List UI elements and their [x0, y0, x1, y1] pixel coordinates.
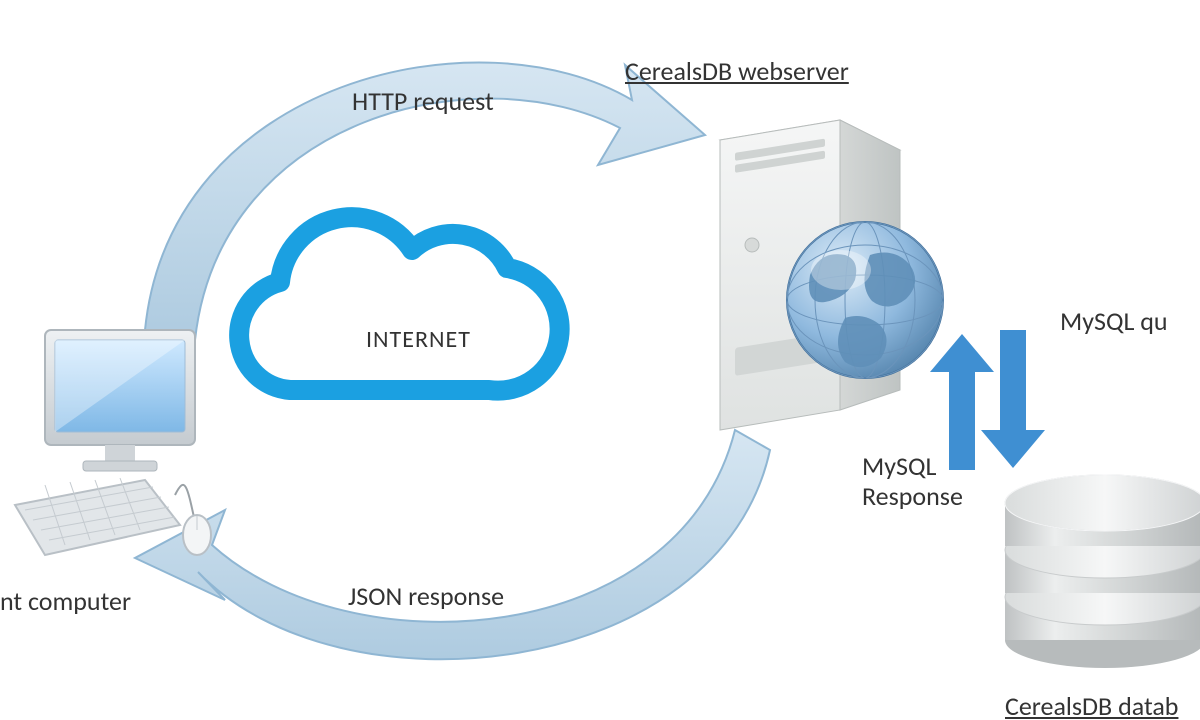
database-title-label: CerealsDB datab [1005, 690, 1178, 720]
http-request-label: HTTP request [352, 85, 494, 117]
mysql-response-label-line1: MySQL [862, 450, 936, 482]
internet-label: INTERNET [366, 325, 471, 354]
client-computer-label: nt computer [0, 585, 131, 617]
diagram-stage: HTTP request CerealsDB webserver INTERNE… [0, 0, 1200, 720]
database-icon [0, 0, 1200, 720]
json-response-label: JSON response [348, 580, 504, 612]
mysql-query-label: MySQL qu [1060, 305, 1168, 337]
webserver-title-label: CerealsDB webserver [625, 55, 849, 87]
mysql-response-label-line2: Response [862, 480, 963, 512]
